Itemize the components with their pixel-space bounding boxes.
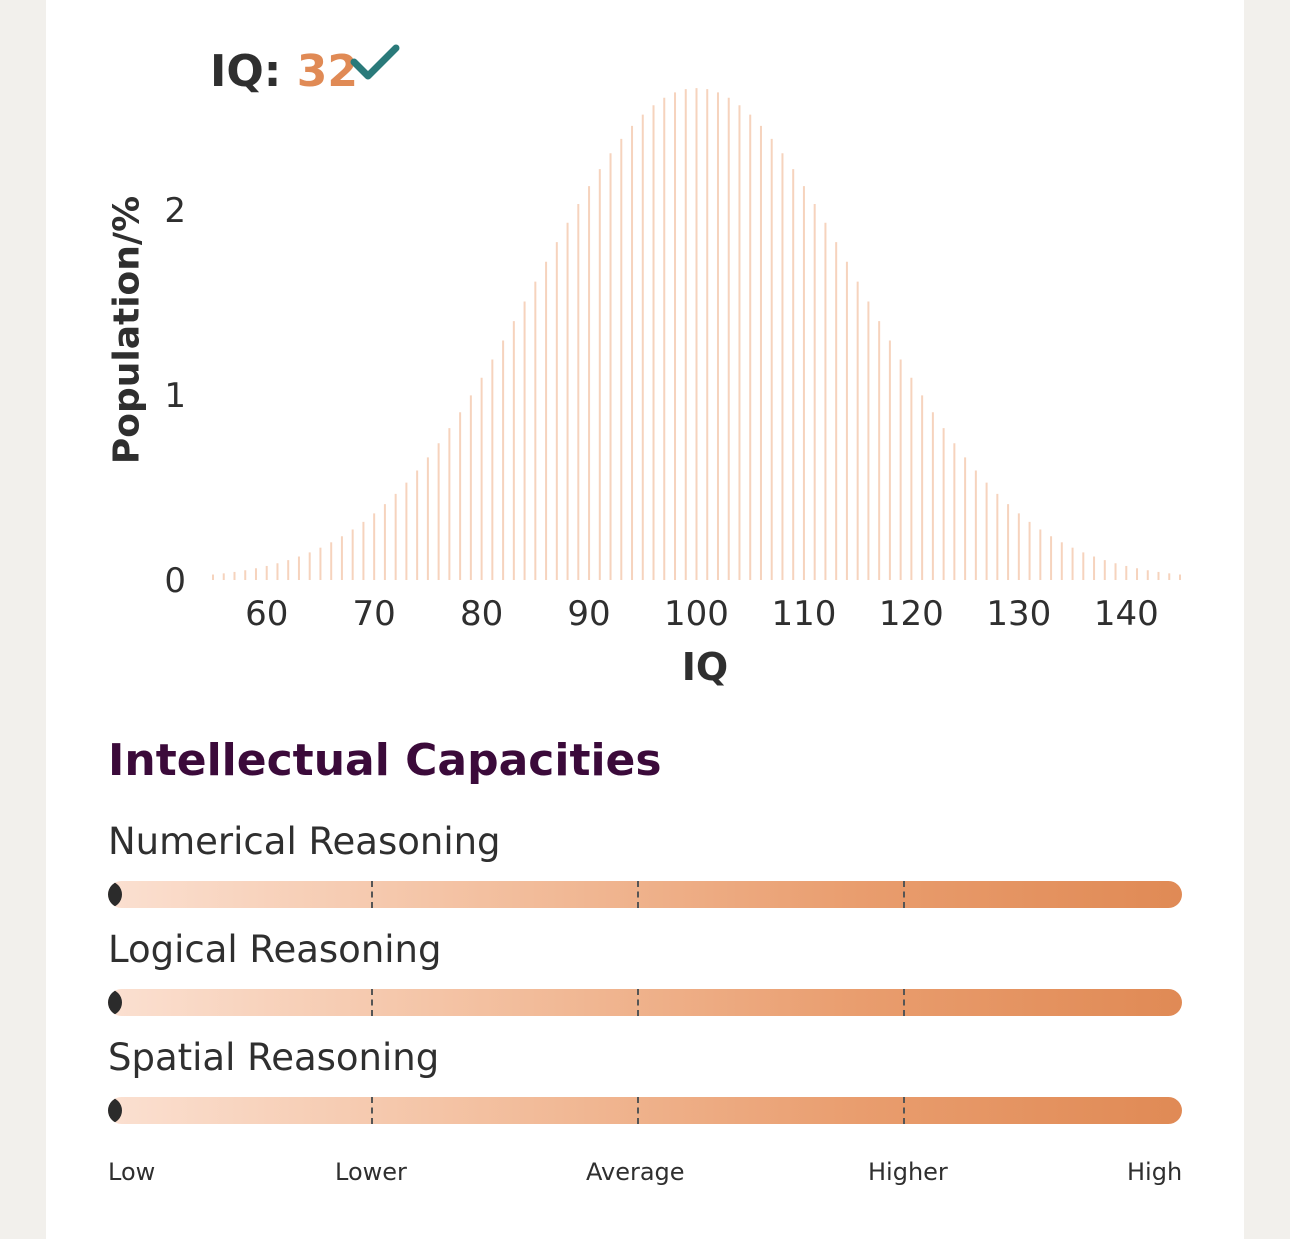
iq-score: 32 xyxy=(296,46,358,97)
results-card xyxy=(46,0,1244,1239)
bar-divider xyxy=(371,989,373,1016)
level-marker xyxy=(108,1097,122,1124)
x-tick-label: 130 xyxy=(986,594,1051,634)
scale-label-lower: Lower xyxy=(335,1158,407,1186)
x-tick-label: 90 xyxy=(567,594,610,634)
bar-divider xyxy=(637,881,639,908)
capacity-label-numerical: Numerical Reasoning xyxy=(108,820,501,863)
scale-label-higher: Higher xyxy=(868,1158,948,1186)
x-tick-label: 70 xyxy=(353,594,396,634)
capacity-bar-logical xyxy=(108,989,1182,1016)
bar-divider xyxy=(637,989,639,1016)
check-icon xyxy=(350,44,400,80)
y-tick-label: 0 xyxy=(164,561,186,601)
x-tick-label: 80 xyxy=(460,594,503,634)
iq-prefix: IQ: xyxy=(210,46,282,97)
x-tick-label: 120 xyxy=(879,594,944,634)
x-tick-label: 140 xyxy=(1094,594,1159,634)
bar-divider xyxy=(371,1097,373,1124)
capacity-bar-numerical xyxy=(108,881,1182,908)
bar-divider xyxy=(371,881,373,908)
iq-distribution-chart: 60 70 80 90 100 110 120 130 140 0 1 2 xyxy=(164,88,1181,634)
bar-divider xyxy=(903,1097,905,1124)
iq-result-header: IQ: 32 xyxy=(210,44,358,100)
capacity-label-spatial: Spatial Reasoning xyxy=(108,1036,440,1079)
y-tick-label: 1 xyxy=(164,376,186,416)
capacity-bar-spatial xyxy=(108,1097,1182,1124)
bar-divider xyxy=(903,881,905,908)
level-marker xyxy=(108,881,122,908)
scale-label-high: High xyxy=(1127,1158,1183,1186)
x-tick-label: 110 xyxy=(771,594,836,634)
x-axis-label: IQ xyxy=(681,645,729,689)
scale-label-average: Average xyxy=(586,1158,685,1186)
section-title: Intellectual Capacities xyxy=(108,735,662,786)
capacity-label-logical: Logical Reasoning xyxy=(108,928,442,971)
bar-divider xyxy=(903,989,905,1016)
scale-label-low: Low xyxy=(108,1158,156,1186)
y-tick-label: 2 xyxy=(164,191,186,231)
x-tick-label: 100 xyxy=(664,594,729,634)
y-axis-label: Population/% xyxy=(106,195,148,465)
bar-divider xyxy=(637,1097,639,1124)
x-tick-label: 60 xyxy=(245,594,288,634)
level-marker xyxy=(108,989,122,1016)
